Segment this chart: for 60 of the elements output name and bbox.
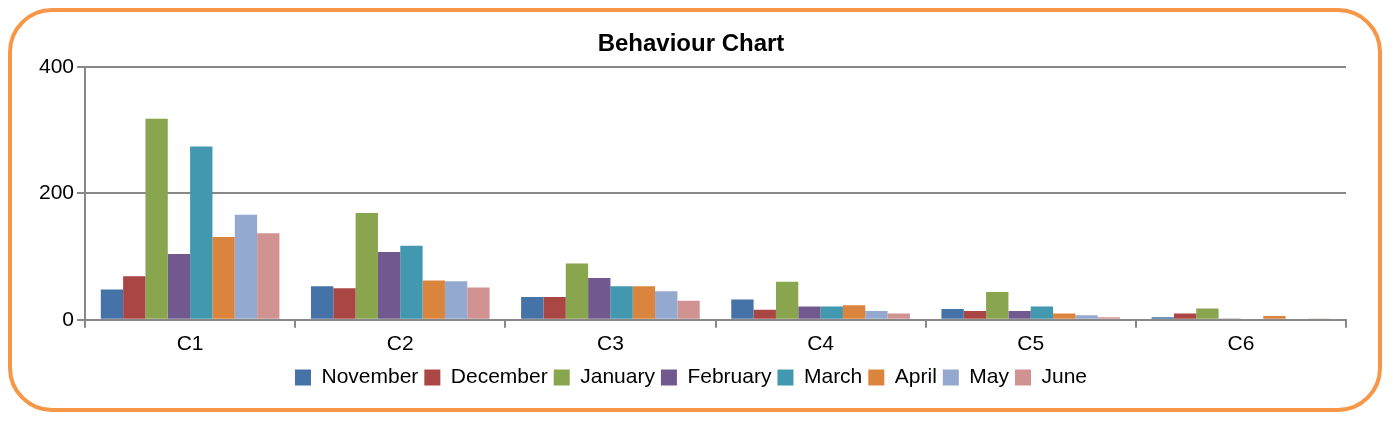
x-tick-label: C6 bbox=[1227, 331, 1255, 355]
bar bbox=[632, 286, 656, 319]
y-tick-label: 0 bbox=[62, 306, 75, 330]
bar bbox=[820, 306, 843, 319]
bar bbox=[565, 263, 589, 319]
bar bbox=[521, 297, 544, 319]
bar bbox=[543, 297, 566, 319]
bar bbox=[842, 305, 866, 319]
bar bbox=[145, 118, 168, 319]
x-tick-label: C5 bbox=[1017, 331, 1045, 355]
bar bbox=[731, 299, 754, 319]
y-tick-label: 200 bbox=[38, 180, 75, 204]
legend-label: May bbox=[969, 364, 1010, 388]
legend-label: December bbox=[450, 364, 548, 388]
bar bbox=[257, 233, 280, 319]
bar bbox=[377, 252, 401, 319]
bar bbox=[212, 236, 235, 319]
bar bbox=[941, 309, 964, 319]
bar bbox=[1053, 313, 1076, 319]
bar bbox=[355, 212, 378, 319]
bar bbox=[310, 286, 334, 319]
bar bbox=[444, 281, 468, 319]
bar bbox=[588, 278, 611, 319]
y-tick-label: 400 bbox=[38, 53, 75, 77]
bar bbox=[963, 310, 987, 319]
chart-title: Behaviour Chart bbox=[597, 29, 785, 57]
bar bbox=[190, 146, 213, 319]
x-tick-label: C2 bbox=[386, 331, 414, 355]
legend-label: April bbox=[894, 364, 937, 388]
bar bbox=[333, 288, 356, 319]
bar bbox=[610, 286, 633, 319]
bar bbox=[753, 309, 776, 319]
bar bbox=[234, 214, 258, 319]
bar bbox=[422, 280, 445, 319]
bar bbox=[986, 291, 1009, 319]
bar bbox=[100, 289, 124, 319]
bar bbox=[887, 313, 910, 319]
bar bbox=[400, 245, 423, 319]
legend-label: June bbox=[1041, 364, 1088, 388]
x-tick-label: C3 bbox=[597, 331, 624, 355]
bar bbox=[1075, 315, 1098, 319]
bar bbox=[167, 254, 191, 319]
x-tick-label: C4 bbox=[807, 331, 835, 355]
bar bbox=[1008, 310, 1031, 319]
bar bbox=[775, 281, 799, 319]
bar bbox=[123, 276, 146, 319]
bar bbox=[467, 287, 490, 319]
legend-label: March bbox=[803, 364, 863, 388]
bar bbox=[798, 306, 821, 319]
bar bbox=[655, 291, 678, 319]
legend-label: January bbox=[580, 364, 656, 388]
x-tick-label: C1 bbox=[176, 331, 204, 355]
legend-label: November bbox=[321, 364, 419, 388]
legend-label: February bbox=[687, 364, 772, 388]
bar bbox=[677, 300, 700, 319]
bar bbox=[1196, 308, 1219, 319]
bar bbox=[865, 310, 888, 319]
bar bbox=[1030, 306, 1054, 319]
bar bbox=[1173, 313, 1197, 319]
bar bbox=[1263, 316, 1286, 319]
